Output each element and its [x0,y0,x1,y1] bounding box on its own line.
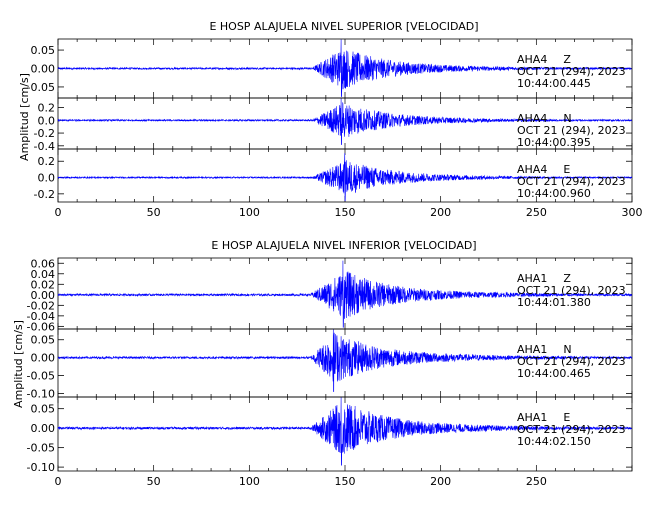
y-tick-label: 0.00 [31,289,56,302]
x-tick-label: 100 [239,475,260,488]
y-tick-label: 0.0 [38,172,56,185]
station-code: AHA1 [517,343,547,356]
y-tick-label: -0.02 [27,299,55,312]
waveform-line [57,39,632,97]
waveform-line [57,153,633,202]
x-tick-label: 250 [526,475,547,488]
date-label: OCT 21 (294), 2023 [517,175,626,188]
x-tick-label: 150 [335,206,356,219]
y-tick-label: -0.10 [27,461,55,474]
x-tick-label: 250 [526,206,547,219]
component-code: E [563,163,570,176]
date-label: OCT 21 (294), 2023 [517,423,626,436]
time-label: 10:44:00.395 [517,136,591,149]
station-code: AHA1 [517,411,547,424]
x-tick-label: 100 [239,206,260,219]
x-tick-label: 200 [430,475,451,488]
x-tick-label: 50 [147,475,161,488]
x-tick-label: 0 [55,475,62,488]
station-label: AHA4 Z [517,53,571,66]
waveform-line [57,397,632,466]
station-code: AHA4 [517,53,547,66]
y-axis-label-superior: Amplitud [cm/s] [18,73,31,161]
y-tick-label: 0.2 [38,155,56,168]
x-tick-label: 300 [622,206,643,219]
y-tick-label: 0.02 [31,278,56,291]
y-tick-label: 0.0 [38,114,56,127]
y-tick-label: 0.00 [31,352,56,365]
component-code: N [563,343,571,356]
y-tick-label: -0.05 [27,81,55,94]
y-tick-label: 0.05 [31,44,56,57]
station-code: AHA4 [517,163,547,176]
y-tick-label: -0.2 [34,188,55,201]
y-tick-label: 0.06 [31,257,56,270]
y-tick-label: -0.05 [27,442,55,455]
station-label: AHA1 Z [517,272,571,285]
y-tick-label: 0.05 [31,334,56,347]
y-tick-label: 0.2 [38,102,56,115]
y-tick-label: 0.05 [31,403,56,416]
y-tick-label: -0.04 [27,310,55,323]
x-tick-label: 150 [335,475,356,488]
y-tick-label: -0.06 [27,320,55,333]
date-label: OCT 21 (294), 2023 [517,124,626,137]
station-code: AHA1 [517,272,547,285]
station-label: AHA4 N [517,112,572,125]
component-code: N [563,112,571,125]
date-label: OCT 21 (294), 2023 [517,355,626,368]
x-tick-label: 0 [55,206,62,219]
y-tick-label: -0.05 [27,370,55,383]
component-code: Z [563,53,571,66]
x-tick-label: 200 [430,206,451,219]
panel-title-inferior: E HOSP ALAJUELA NIVEL INFERIOR [VELOCIDA… [211,239,476,252]
panel-title-superior: E HOSP ALAJUELA NIVEL SUPERIOR [VELOCIDA… [209,20,478,33]
y-tick-label: 0.00 [31,422,56,435]
time-label: 10:44:00.445 [517,77,591,90]
time-label: 10:44:00.465 [517,367,591,380]
station-label: AHA4 E [517,163,570,176]
waveform-line [57,98,633,145]
waveform-line [57,260,633,328]
y-tick-label: 0.04 [31,268,56,281]
x-tick-label: 50 [147,206,161,219]
station-code: AHA4 [517,112,547,125]
station-label: AHA1 E [517,411,570,424]
time-label: 10:44:00.960 [517,187,591,200]
date-label: OCT 21 (294), 2023 [517,65,626,78]
y-tick-label: -0.2 [34,127,55,140]
y-tick-label: -0.4 [34,140,55,153]
y-tick-label: -0.10 [27,387,55,400]
time-label: 10:44:02.150 [517,435,591,448]
y-axis-label-inferior: Amplitud [cm/s] [12,320,25,408]
time-label: 10:44:01.380 [517,296,591,309]
y-tick-label: 0.00 [31,63,56,76]
date-label: OCT 21 (294), 2023 [517,284,626,297]
station-label: AHA1 N [517,343,572,356]
waveform-line [57,329,633,392]
component-code: E [563,411,570,424]
component-code: Z [563,272,571,285]
